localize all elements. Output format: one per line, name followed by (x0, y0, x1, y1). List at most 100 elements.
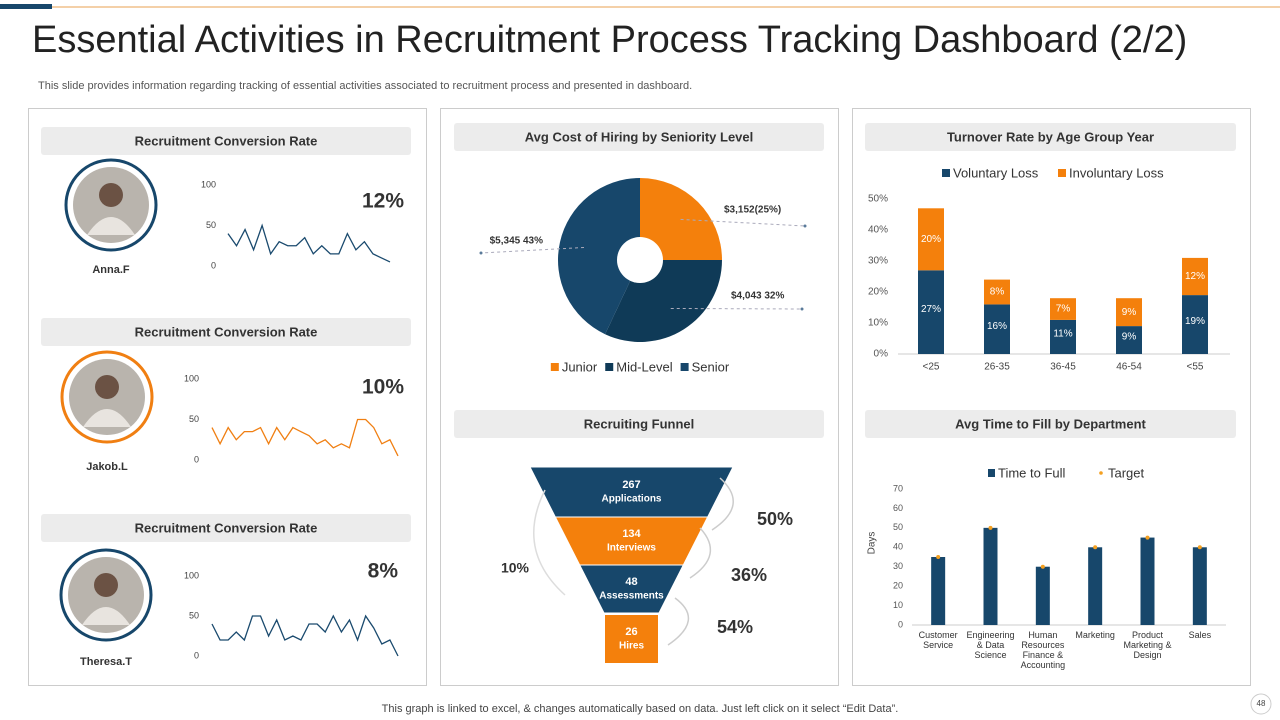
y-tick-label: 0 (194, 454, 199, 464)
y-tick-label: 30 (893, 561, 903, 571)
leader-line (680, 218, 806, 227)
arrow (667, 597, 690, 646)
legend-label: Voluntary Loss (953, 165, 1039, 180)
legend-label: Target (1108, 465, 1145, 480)
kpi: 10% (362, 376, 404, 399)
panel (28, 108, 427, 686)
y-tick-label: 60 (893, 503, 903, 513)
target-marker (936, 555, 941, 559)
x-tick-box: Marketing (1075, 630, 1115, 640)
title-box (865, 123, 1236, 151)
data-label: 20% (921, 234, 941, 245)
x-tick-box: Engineering & Data Science (966, 630, 1015, 660)
y-tick-label: 40 (893, 542, 903, 552)
top-accent (0, 4, 52, 9)
y-tick-label: 10% (868, 318, 888, 329)
target-marker (1040, 564, 1045, 569)
panel (852, 108, 1251, 686)
sparkline (227, 223, 391, 263)
bar (931, 557, 946, 625)
legend-swatch (988, 469, 995, 477)
data-label: 8% (990, 287, 1005, 298)
stage-label: Assessments (599, 591, 664, 602)
x-tick-label: Human Resources Finance & Accounting (1020, 630, 1066, 670)
y-tick-label: 30% (868, 256, 888, 267)
arrow (711, 477, 734, 531)
y-tick-label: 100 (184, 570, 199, 580)
arrow (533, 489, 566, 596)
conversion-rate: 50% (757, 509, 793, 529)
legend-swatch (550, 363, 559, 371)
chart-title: Recruitment Conversion Rate (135, 133, 318, 148)
legend-label: Time to Full (998, 465, 1066, 480)
legend-swatch (1099, 471, 1103, 475)
y-tick-label: 0 (211, 260, 216, 270)
avatar-body (83, 409, 131, 427)
x-tick-label: 36-45 (1050, 362, 1076, 373)
legend-label: Mid-Level (616, 359, 672, 374)
y-tick-label: 0 (194, 650, 199, 660)
donut-hole (617, 237, 663, 283)
y-tick-label: 20 (893, 581, 903, 591)
x-tick-box: Human Resources Finance & Accounting (1020, 630, 1066, 670)
target-marker (988, 525, 993, 530)
stage-label: Interviews (607, 543, 656, 554)
bar-segment (918, 208, 944, 271)
data-label: $5,345 43% (490, 236, 543, 247)
bar (1035, 566, 1050, 625)
chart-title: Recruitment Conversion Rate (135, 520, 318, 535)
title-box (41, 514, 411, 542)
legend-swatch (942, 169, 950, 177)
arrow (689, 527, 712, 579)
title-box (454, 410, 824, 438)
data-label: 9% (1122, 332, 1137, 343)
chart-title: Recruiting Funnel (584, 416, 695, 431)
leader-dot (479, 251, 483, 255)
panel (440, 108, 839, 686)
target-marker (1093, 545, 1098, 550)
x-tick-label: Marketing (1075, 630, 1115, 640)
x-tick-label: Engineering & Data Science (966, 630, 1015, 660)
avatar-body (82, 607, 130, 625)
overall-rate: 10% (501, 560, 530, 576)
funnel-stage (529, 466, 734, 518)
footer-note: This graph is linked to excel, & changes… (382, 703, 899, 715)
stage-label: Hires (619, 641, 644, 652)
y-tick-label: 0% (874, 349, 889, 360)
stage-value: 48 (625, 576, 637, 588)
bar-segment (1116, 326, 1142, 354)
legend-label: Senior (692, 359, 730, 374)
y-tick-label: 0 (898, 619, 903, 629)
data-label: 12% (1185, 271, 1205, 282)
funnel-stage (578, 564, 685, 614)
y-axis-label: Days (867, 532, 878, 555)
leader-dot (803, 224, 807, 228)
title-box (41, 127, 411, 155)
person-name: Theresa.T (80, 656, 132, 668)
data-label: 11% (1053, 329, 1072, 340)
y-tick-label: 50 (189, 414, 199, 424)
title-box (865, 410, 1236, 438)
avatar-head (94, 573, 118, 597)
bar (983, 527, 998, 625)
y-tick-label: 100 (201, 179, 216, 189)
x-tick-label: <55 (1187, 362, 1204, 373)
x-tick-label: Product Marketing & Design (1123, 630, 1172, 660)
bar (1140, 537, 1155, 625)
x-tick-box: Sales (1189, 630, 1212, 640)
target-marker (1145, 535, 1150, 540)
page-badge (1250, 693, 1272, 715)
data-label: $4,043 32% (731, 291, 784, 302)
y-tick-label: 70 (893, 483, 903, 493)
sparkline (211, 614, 399, 657)
data-label: 9% (1122, 307, 1137, 318)
bar-segment (984, 279, 1010, 305)
y-tick-label: 10 (893, 600, 903, 610)
leader-line (670, 307, 803, 310)
bar (1192, 547, 1207, 625)
data-label: 19% (1185, 316, 1205, 327)
bar-segment (1050, 298, 1076, 320)
kpi: 12% (362, 190, 404, 213)
slide-title: Essential Activities in Recruitment Proc… (32, 19, 1187, 61)
